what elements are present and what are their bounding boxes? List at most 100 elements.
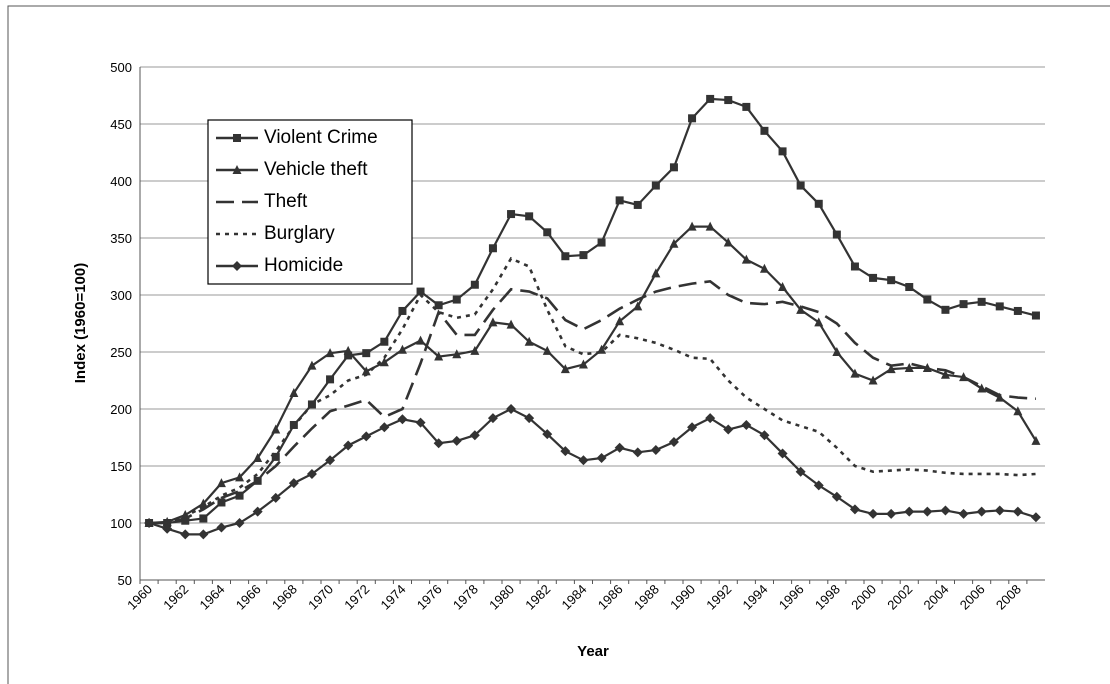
point (416, 287, 425, 296)
point (217, 498, 226, 507)
point (796, 181, 805, 190)
point (343, 440, 354, 451)
point (651, 181, 660, 190)
y-tick-label: 50 (118, 573, 132, 588)
point (578, 359, 588, 369)
point (632, 447, 643, 458)
point (288, 478, 299, 489)
x-tick-label: 2002 (884, 582, 915, 613)
point (597, 238, 606, 247)
point (759, 263, 769, 273)
point (923, 295, 932, 304)
point (887, 276, 896, 285)
point (849, 504, 860, 515)
point (995, 392, 1005, 402)
x-tick-label: 1962 (160, 582, 191, 613)
point (868, 375, 878, 385)
point (199, 514, 208, 523)
point (778, 282, 788, 292)
x-tick-label: 1970 (305, 582, 336, 613)
frame (7, 5, 1110, 684)
point (452, 295, 461, 304)
point (868, 508, 879, 519)
point (614, 442, 625, 453)
point (524, 413, 535, 424)
point (452, 349, 462, 359)
y-tick-label: 450 (110, 117, 132, 132)
point (633, 200, 642, 209)
x-tick-label: 1998 (812, 582, 843, 613)
point (325, 455, 336, 466)
y-tick-label: 100 (110, 516, 132, 531)
point (289, 388, 299, 398)
point (687, 221, 697, 231)
point (832, 347, 842, 356)
point (958, 508, 969, 519)
point (397, 414, 408, 425)
series-line (149, 279, 1037, 525)
point (578, 455, 589, 466)
point (615, 316, 625, 326)
point (615, 196, 624, 205)
point (198, 529, 209, 540)
point (542, 429, 553, 440)
legend-label: Violent Crime (264, 127, 378, 148)
point (813, 480, 824, 491)
point (434, 351, 444, 361)
point (995, 302, 1004, 311)
point (216, 478, 226, 488)
y-tick-label: 300 (110, 288, 132, 303)
point (905, 283, 914, 292)
y-tick-label: 200 (110, 402, 132, 417)
point (814, 317, 824, 327)
point (796, 304, 806, 314)
y-tick-label: 500 (110, 60, 132, 75)
point (344, 351, 353, 360)
point (507, 210, 516, 219)
point (941, 305, 950, 314)
x-tick-label: 1990 (667, 582, 698, 613)
point (234, 518, 245, 528)
y-tick-label: 350 (110, 231, 132, 246)
point (180, 529, 191, 540)
point (325, 348, 335, 358)
point (144, 518, 155, 528)
point (253, 453, 263, 463)
legend-label: Burglary (264, 223, 335, 244)
point (976, 506, 987, 517)
point (579, 251, 588, 260)
point (705, 413, 716, 424)
point (633, 301, 643, 311)
point (705, 221, 715, 231)
legend-marker (232, 261, 242, 271)
point (560, 446, 571, 457)
x-tick-label: 1992 (703, 582, 734, 613)
x-tick-label: 1968 (269, 582, 300, 613)
point (742, 102, 751, 111)
point (651, 268, 661, 278)
x-tick-label: 1964 (197, 582, 228, 613)
point (488, 317, 498, 327)
point (795, 466, 806, 477)
point (433, 438, 444, 449)
point (977, 297, 986, 306)
point (361, 366, 371, 376)
point (869, 273, 878, 282)
point (181, 516, 190, 525)
x-tick-label: 1996 (776, 582, 807, 613)
point (271, 424, 281, 434)
point (904, 362, 914, 372)
point (723, 424, 734, 435)
point (922, 506, 933, 517)
point (506, 319, 516, 329)
x-tick-label: 1986 (595, 582, 626, 613)
point (741, 419, 752, 430)
point (470, 280, 479, 289)
point (379, 422, 390, 433)
point (850, 368, 860, 378)
point (416, 335, 426, 345)
x-tick-label: 2000 (848, 582, 879, 613)
point (940, 369, 950, 379)
